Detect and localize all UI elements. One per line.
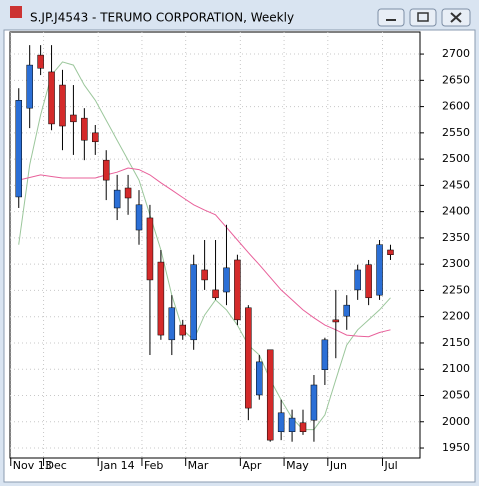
candle-body: [387, 249, 394, 255]
x-tick-label: Jun: [329, 459, 347, 472]
candle-body: [70, 114, 77, 123]
y-tick-label: 2050: [442, 388, 470, 401]
candle-body: [256, 361, 263, 396]
y-tick-label: 2000: [442, 415, 470, 428]
y-tick-label: 2650: [442, 73, 470, 86]
candle-body: [190, 264, 197, 341]
y-tick-label: 2100: [442, 362, 470, 375]
candle-body: [37, 54, 44, 69]
x-tick-label: Feb: [144, 459, 163, 472]
moving-average: [18, 61, 391, 431]
x-tick-label: Nov 13: [13, 459, 52, 472]
y-tick-label: 2200: [442, 310, 470, 323]
candle-body: [310, 384, 318, 421]
candle-body: [299, 422, 307, 432]
y-tick-label: 2400: [442, 205, 470, 218]
x-tick-label: Jan 14: [99, 459, 134, 472]
candle-body: [332, 319, 340, 323]
y-tick-label: 2500: [442, 152, 470, 165]
x-tick-label: Dec: [46, 459, 67, 472]
candle-body: [201, 269, 208, 281]
candle-body: [266, 349, 274, 441]
candle-body: [48, 71, 55, 125]
y-tick-label: 2550: [442, 126, 470, 139]
candle-body: [15, 100, 22, 198]
y-tick-label: 1950: [442, 441, 470, 454]
candle-body: [135, 204, 143, 231]
y-tick-label: 2300: [442, 257, 470, 270]
y-tick-label: 2350: [442, 231, 470, 244]
candle-body: [157, 261, 165, 336]
candle-body: [168, 307, 176, 341]
candle-body: [81, 117, 88, 141]
moving-average: [18, 167, 391, 338]
candle-body: [92, 132, 99, 143]
candle-body: [354, 269, 361, 291]
app-icon: [10, 6, 22, 18]
candle-body: [59, 84, 66, 127]
y-tick-label: 2250: [442, 283, 470, 296]
candle-body: [113, 189, 121, 209]
y-tick-label: 2150: [442, 336, 470, 349]
x-tick-label: Jul: [383, 459, 397, 472]
candle-body: [124, 187, 132, 199]
maximize-button[interactable]: [409, 8, 437, 27]
candle-body: [223, 267, 230, 293]
y-tick-label: 2450: [442, 178, 470, 191]
candle-body: [365, 264, 372, 299]
candle-body: [245, 307, 252, 409]
y-tick-label: 2700: [442, 47, 470, 60]
candle-body: [343, 304, 350, 317]
x-tick-label: May: [286, 459, 309, 472]
candle-body: [376, 244, 383, 296]
x-tick-label: Mar: [188, 459, 209, 472]
candle-body: [288, 417, 296, 432]
window-buttons[interactable]: [377, 8, 471, 27]
candle-body: [212, 289, 219, 299]
minimize-button[interactable]: [377, 8, 405, 27]
candle-body: [102, 159, 110, 181]
y-tick-label: 2600: [442, 100, 470, 113]
candle-body: [146, 217, 154, 281]
window-title: S.JP.J4543 - TERUMO CORPORATION, Weekly: [30, 11, 294, 25]
candle-body: [26, 64, 33, 109]
candle-body: [321, 339, 329, 371]
candle-body: [179, 324, 186, 336]
candle-body: [277, 412, 285, 432]
x-tick-label: Apr: [242, 459, 262, 472]
candle-body: [234, 259, 241, 321]
plot-area: [9, 31, 421, 459]
